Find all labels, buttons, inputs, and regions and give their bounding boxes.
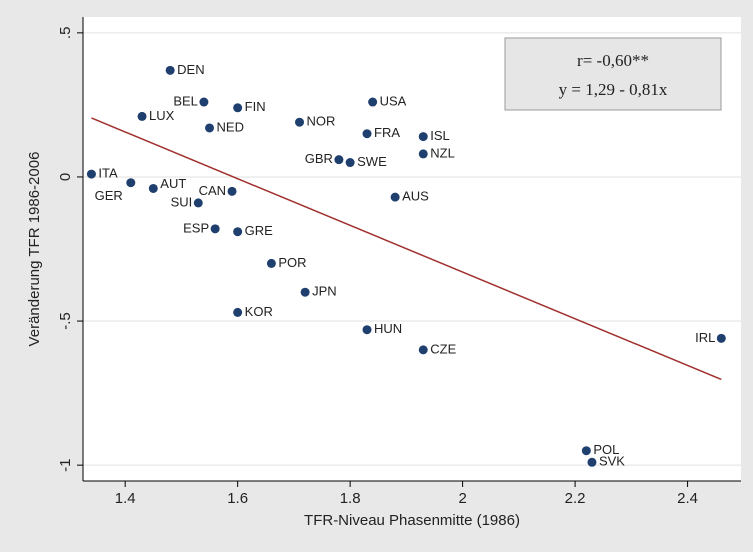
point bbox=[193, 198, 203, 208]
point-label: NOR bbox=[307, 114, 336, 129]
point-label: ITA bbox=[98, 166, 118, 181]
point-label: GER bbox=[95, 188, 123, 203]
y-tick-label: -1 bbox=[57, 458, 74, 471]
point-label: IRL bbox=[695, 330, 715, 345]
point-label: HUN bbox=[374, 321, 402, 336]
x-tick-label: 1.6 bbox=[227, 490, 248, 507]
point-label: AUT bbox=[160, 176, 186, 191]
point-label: SVK bbox=[599, 454, 625, 469]
point bbox=[126, 178, 136, 188]
x-tick-label: 2 bbox=[458, 490, 466, 507]
annotation-box bbox=[504, 37, 722, 111]
y-tick-label: -.5 bbox=[57, 312, 74, 330]
point-label: FIN bbox=[245, 99, 266, 114]
point bbox=[587, 457, 597, 467]
point-label: NZL bbox=[430, 145, 455, 160]
point-label: GRE bbox=[245, 223, 274, 238]
point-label: JPN bbox=[312, 284, 337, 299]
point bbox=[233, 103, 243, 113]
point-label: ISL bbox=[430, 128, 450, 143]
point-label: SWE bbox=[357, 154, 387, 169]
point bbox=[233, 227, 243, 237]
point-label: FRA bbox=[374, 125, 400, 140]
point bbox=[233, 307, 243, 317]
point bbox=[210, 224, 220, 234]
point bbox=[295, 117, 305, 127]
point bbox=[418, 132, 428, 142]
point bbox=[227, 186, 237, 196]
point-label: LUX bbox=[149, 108, 175, 123]
point-label: AUS bbox=[402, 189, 429, 204]
point bbox=[86, 169, 96, 179]
y-axis-title: Veränderung TFR 1986-2006 bbox=[26, 152, 43, 347]
point bbox=[137, 111, 147, 121]
point bbox=[418, 345, 428, 355]
x-tick-label: 2.2 bbox=[565, 490, 586, 507]
point bbox=[716, 333, 726, 343]
point bbox=[165, 65, 175, 75]
point bbox=[390, 192, 400, 202]
x-axis-title: TFR-Niveau Phasenmitte (1986) bbox=[304, 512, 520, 529]
point-label: GBR bbox=[305, 151, 333, 166]
point bbox=[199, 97, 209, 107]
point-label: KOR bbox=[245, 304, 273, 319]
annotation: r= -0,60** bbox=[577, 51, 649, 70]
point-label: POR bbox=[278, 255, 306, 270]
point bbox=[362, 325, 372, 335]
point bbox=[266, 258, 276, 268]
point bbox=[205, 123, 215, 133]
point-label: POL bbox=[593, 442, 619, 457]
grid bbox=[83, 32, 741, 466]
y-tick-label: 0 bbox=[57, 173, 74, 181]
point-label: DEN bbox=[177, 62, 204, 77]
point bbox=[581, 446, 591, 456]
point-label: CAN bbox=[199, 183, 226, 198]
x-tick-label: 2.4 bbox=[677, 490, 698, 507]
point bbox=[148, 183, 158, 193]
annotation: y = 1,29 - 0,81x bbox=[559, 80, 668, 99]
point bbox=[345, 158, 355, 168]
point-label: USA bbox=[380, 93, 407, 108]
x-tick-label: 1.4 bbox=[115, 490, 136, 507]
point-label: BEL bbox=[173, 93, 198, 108]
point-label: ESP bbox=[183, 220, 209, 235]
point bbox=[334, 155, 344, 165]
point-label: SUI bbox=[171, 194, 193, 209]
point-label: CZE bbox=[430, 341, 456, 356]
fit-line bbox=[91, 117, 722, 381]
point-label: NED bbox=[217, 119, 244, 134]
x-tick-label: 1.8 bbox=[340, 490, 361, 507]
point bbox=[418, 149, 428, 159]
point bbox=[300, 287, 310, 297]
y-tick-label: .5 bbox=[57, 27, 74, 40]
point bbox=[362, 129, 372, 139]
point bbox=[368, 97, 378, 107]
